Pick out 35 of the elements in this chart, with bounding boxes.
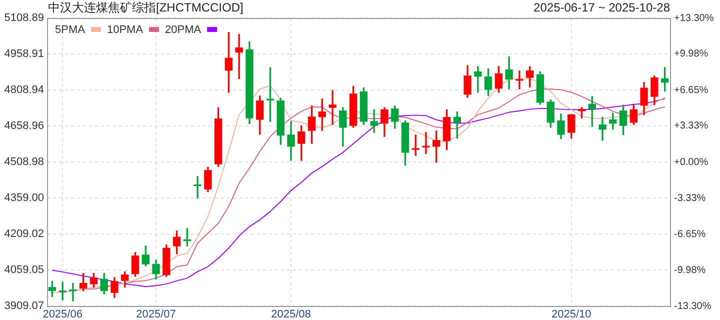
- x-tick-label: 2025/08: [271, 308, 311, 320]
- chart-subtitle: 2025-06-17 ~ 2025-10-28: [534, 0, 670, 14]
- candlestick: [194, 176, 202, 199]
- y-tick-label: 4808.94: [4, 84, 44, 96]
- x-tick-label: 2025/06: [42, 308, 82, 320]
- legend-label: 20PMA: [165, 24, 202, 36]
- chart-title: 中汉大连煤焦矿综指[ZHCTMCCIOD]: [48, 0, 244, 14]
- y-tick-label: 4508.98: [4, 156, 44, 168]
- y-tick-label: 4059.05: [4, 264, 44, 276]
- candlestick: [69, 282, 77, 302]
- y2-tick-label: -6.65%: [674, 228, 706, 240]
- y-tick-label: 3909.07: [4, 300, 44, 312]
- candlestick: [58, 282, 66, 300]
- x-tick-label: 2025/07: [136, 308, 176, 320]
- y2-tick-label: +3.33%: [674, 120, 708, 132]
- y2-tick-label: -9.98%: [674, 264, 706, 276]
- candlestick: [598, 116, 606, 141]
- candlestick: [328, 90, 336, 125]
- y2-tick-label: -3.33%: [674, 192, 706, 204]
- y-tick-label: 5108.89: [4, 12, 44, 24]
- y2-tick-label: -13.30%: [674, 300, 712, 312]
- y-tick-label: 4658.96: [4, 120, 44, 132]
- x-tick-label: 2025/10: [551, 308, 592, 320]
- y2-tick-label: +6.65%: [674, 84, 708, 96]
- y2-tick-label: +9.98%: [674, 48, 708, 60]
- legend-label: 10PMA: [106, 24, 144, 36]
- y2-tick-label: +0.00%: [674, 156, 708, 168]
- y2-tick-label: +13.30%: [674, 12, 714, 24]
- y-tick-label: 4958.91: [4, 48, 44, 60]
- candlestick: [516, 70, 524, 90]
- legend-label: 5PMA: [55, 24, 86, 36]
- y-tick-label: 4359.00: [4, 192, 44, 204]
- candlestick: [422, 132, 430, 154]
- candlestick: [370, 109, 378, 133]
- y-tick-label: 4209.02: [4, 228, 44, 240]
